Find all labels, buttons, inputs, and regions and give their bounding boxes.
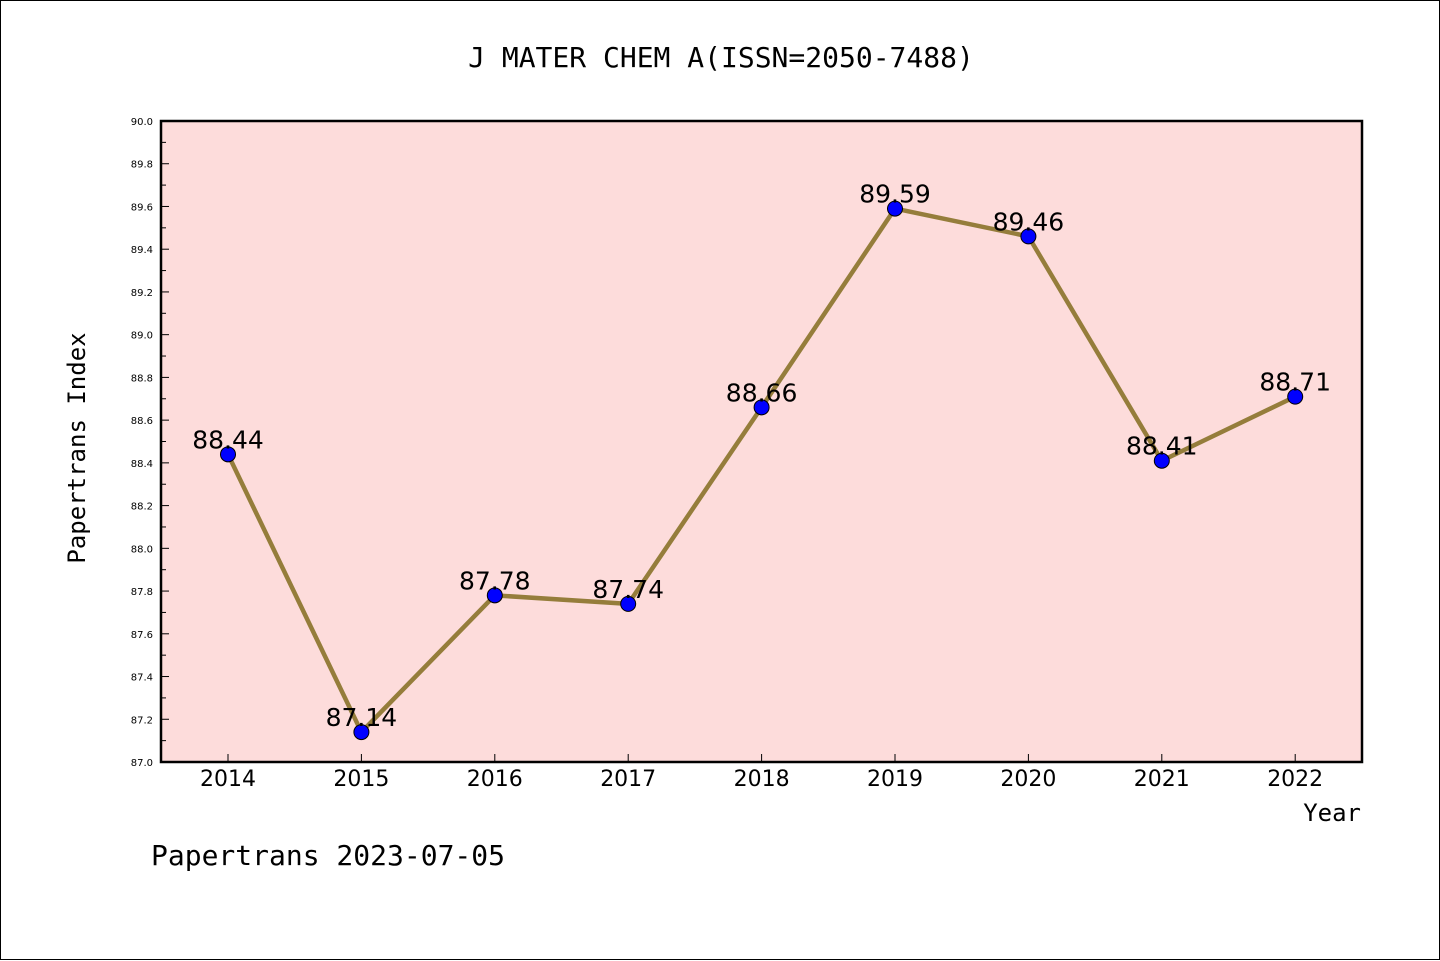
x-tick-label: 2016 bbox=[467, 767, 523, 792]
data-point bbox=[753, 399, 770, 416]
data-label: 89.59 bbox=[859, 180, 931, 209]
y-tick-label: 87.6 bbox=[131, 630, 153, 641]
y-tick-label: 87.4 bbox=[131, 673, 153, 684]
x-tick-label: 2015 bbox=[333, 767, 389, 792]
y-tick-label: 88.4 bbox=[131, 459, 153, 470]
y-axis: 87.0 87.2 87.4 87.6 87.8 88.0 88.2 88.4 88.6 88.8… bbox=[131, 117, 169, 769]
y-tick-label: 89.8 bbox=[131, 160, 153, 171]
x-axis-title: Year bbox=[1303, 799, 1361, 827]
data-label: 87.74 bbox=[592, 575, 664, 604]
y-tick-label: 88.0 bbox=[131, 544, 153, 555]
data-point bbox=[1153, 452, 1170, 469]
y-tick-label: 89.4 bbox=[131, 245, 153, 256]
data-label: 87.78 bbox=[459, 566, 531, 595]
y-tick-label: 88.2 bbox=[131, 502, 153, 513]
y-axis-title: Papertrans Index bbox=[63, 332, 91, 563]
data-point bbox=[1287, 388, 1304, 405]
data-point bbox=[1020, 228, 1037, 245]
data-label: 88.41 bbox=[1126, 432, 1198, 461]
chart-title: J MATER CHEM A(ISSN=2050-7488) bbox=[468, 41, 974, 74]
x-tick-label: 2021 bbox=[1134, 767, 1190, 792]
data-label: 88.44 bbox=[192, 425, 264, 454]
y-tick-label: 88.8 bbox=[131, 373, 153, 384]
data-point bbox=[486, 587, 503, 604]
x-tick-label: 2019 bbox=[867, 767, 923, 792]
x-tick-label: 2020 bbox=[1000, 767, 1056, 792]
data-labels: 88.44 87.14 87.78 87.74 88.66 89.59 89.46 88.41… bbox=[192, 180, 1331, 732]
y-tick-label: 88.6 bbox=[131, 416, 153, 427]
x-tick-label: 2022 bbox=[1267, 767, 1323, 792]
x-tick-label: 2014 bbox=[200, 767, 256, 792]
plot-border bbox=[159, 119, 1364, 764]
data-point bbox=[353, 724, 370, 741]
data-label: 88.66 bbox=[726, 378, 798, 407]
x-tick-label: 2018 bbox=[734, 767, 790, 792]
series-line bbox=[220, 200, 1304, 741]
footer-text: Papertrans 2023-07-05 bbox=[151, 839, 505, 872]
y-tick-label: 89.6 bbox=[131, 202, 153, 213]
data-label: 89.46 bbox=[993, 207, 1065, 236]
data-point bbox=[620, 595, 637, 612]
x-tick-label: 2017 bbox=[600, 767, 656, 792]
data-point bbox=[220, 446, 236, 463]
y-tick-label: 90.0 bbox=[131, 117, 153, 128]
plot-area bbox=[161, 121, 1362, 762]
y-tick-label: 87.0 bbox=[131, 758, 153, 769]
y-tick-label: 87.2 bbox=[131, 715, 153, 726]
x-axis: 2014 2015 2016 2017 2018 2019 2020 2021 2022 bbox=[200, 754, 1323, 792]
data-label: 87.14 bbox=[326, 703, 398, 732]
y-tick-label: 89.0 bbox=[131, 331, 153, 342]
y-tick-label: 87.8 bbox=[131, 587, 153, 598]
data-point bbox=[887, 200, 903, 217]
data-label: 88.71 bbox=[1259, 368, 1331, 397]
y-tick-label: 89.2 bbox=[131, 288, 153, 299]
